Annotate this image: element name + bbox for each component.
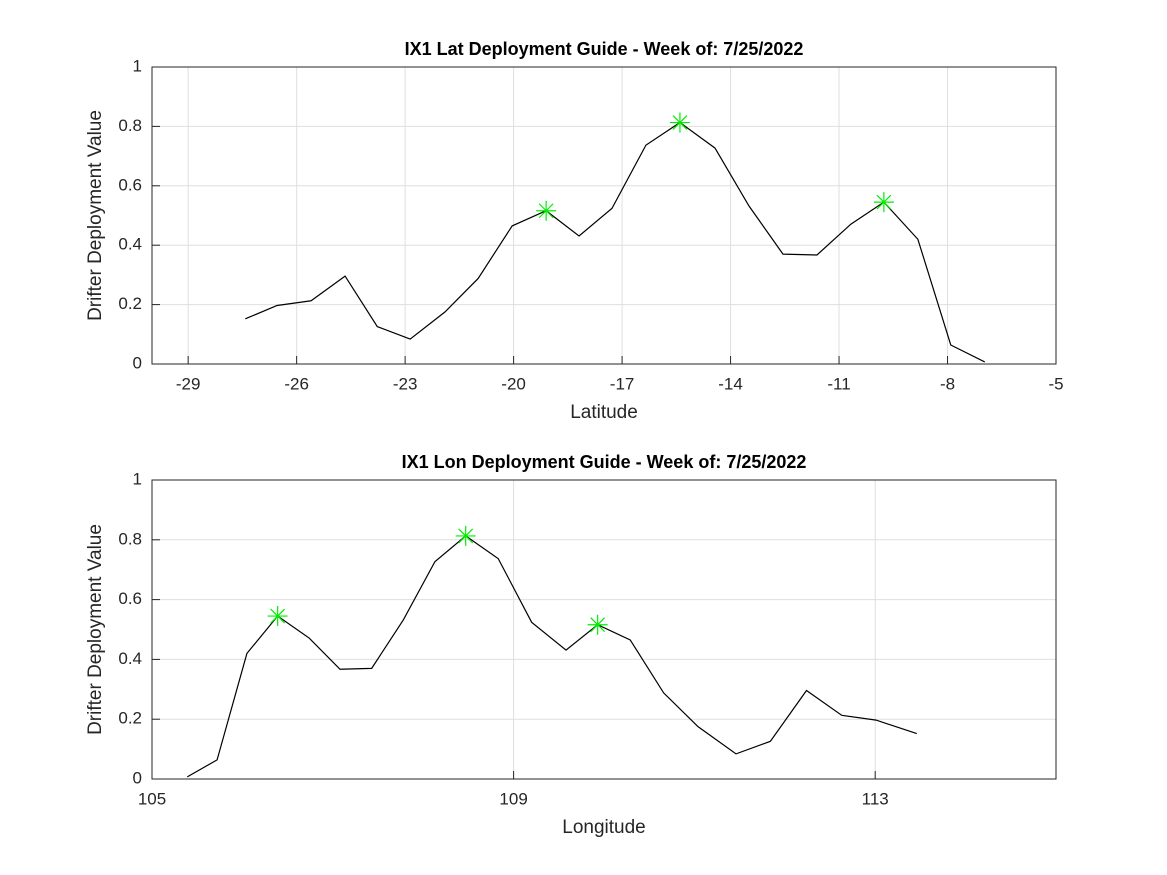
chart-title: IX1 Lon Deployment Guide - Week of: 7/25… xyxy=(402,452,807,472)
y-tick-label: 1 xyxy=(133,56,142,75)
data-line xyxy=(245,121,986,363)
y-tick-label: 1 xyxy=(133,469,142,488)
data-line xyxy=(186,535,917,778)
chart-title: IX1 Lat Deployment Guide - Week of: 7/25… xyxy=(405,39,804,59)
x-axis-label: Latitude xyxy=(570,402,638,423)
y-tick-label: 0.4 xyxy=(118,649,142,668)
x-tick-label: -5 xyxy=(1048,374,1063,393)
x-tick-label: -11 xyxy=(827,374,850,393)
star-marker xyxy=(669,112,690,133)
star-marker xyxy=(873,192,894,213)
y-tick-label: 0.6 xyxy=(118,589,142,608)
y-tick-label: 0.2 xyxy=(118,709,142,728)
x-tick-label: 113 xyxy=(862,789,889,808)
y-tick-label: 0.4 xyxy=(118,235,142,254)
star-marker xyxy=(455,525,476,546)
axes-frame xyxy=(151,479,1057,780)
x-tick-label: 105 xyxy=(138,789,166,808)
x-axis-label: Longitude xyxy=(562,817,645,838)
plot-area xyxy=(152,480,1056,779)
y-tick-label: 0.8 xyxy=(118,529,142,548)
y-tick-label: 0.2 xyxy=(118,294,142,313)
x-tick-label: -20 xyxy=(501,374,526,393)
x-tick-label: -26 xyxy=(284,374,309,393)
x-tick-label: 109 xyxy=(499,789,527,808)
x-tick-label: -14 xyxy=(718,374,743,393)
x-tick-label: -8 xyxy=(940,374,955,393)
star-marker xyxy=(587,614,608,635)
star-marker xyxy=(267,606,288,627)
y-tick-label: 0.6 xyxy=(118,175,142,194)
x-tick-label: -29 xyxy=(176,374,201,393)
y-tick-label: 0 xyxy=(133,768,142,787)
star-marker xyxy=(536,200,557,221)
y-tick-label: 0.8 xyxy=(118,116,142,135)
y-axis-label: Drifter Deployment Value xyxy=(85,524,106,735)
axes-frame xyxy=(151,66,1057,365)
y-tick-label: 0 xyxy=(133,353,142,372)
y-axis-label: Drifter Deployment Value xyxy=(85,110,106,321)
x-tick-label: -23 xyxy=(393,374,418,393)
x-tick-label: -17 xyxy=(610,374,635,393)
